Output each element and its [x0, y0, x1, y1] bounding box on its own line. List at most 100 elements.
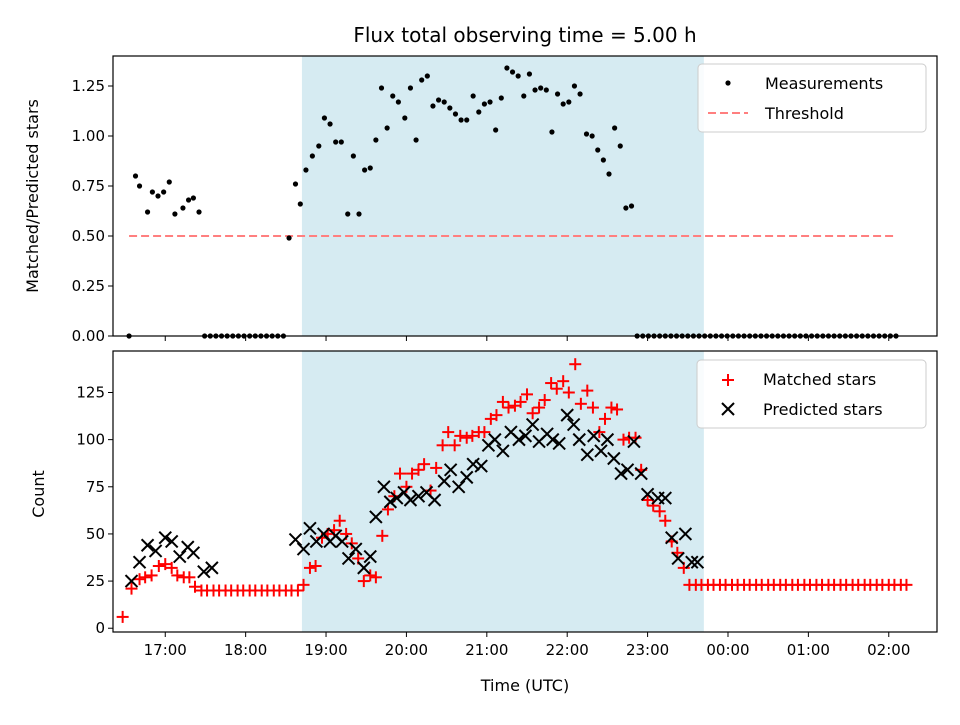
- matched-star-point: [412, 463, 425, 476]
- predicted-star-point: [437, 474, 451, 488]
- predicted-star-point: [607, 451, 621, 466]
- predicted-star-point: [363, 549, 377, 564]
- y-tick-label: 0.75: [72, 177, 105, 195]
- predicted-stars-series: [124, 408, 705, 588]
- predicted-star-point: [665, 530, 679, 545]
- measurement-point: [373, 137, 379, 143]
- matched-star-point: [900, 578, 913, 591]
- measurement-point: [560, 101, 566, 107]
- matched-star-point: [538, 394, 551, 407]
- x-tick-label: 22:00: [546, 641, 589, 659]
- matched-star-point: [454, 429, 467, 442]
- matched-star-point: [641, 493, 654, 506]
- measurement-point: [566, 99, 572, 105]
- ratio-y-axis-label: Matched/Predicted stars: [23, 99, 42, 293]
- predicted-star-point: [427, 493, 442, 507]
- predicted-star-point: [474, 459, 488, 473]
- matched-star-point: [345, 537, 358, 550]
- measurement-point: [362, 167, 368, 173]
- predicted-star-point: [186, 546, 201, 560]
- matched-star-point: [183, 571, 196, 584]
- predicted-star-point: [525, 417, 540, 432]
- measurement-points: [126, 65, 899, 339]
- count-legend: Matched stars Predicted stars: [696, 359, 927, 429]
- predicted-star-point: [383, 495, 398, 509]
- measurement-point: [487, 99, 493, 105]
- measurement-point: [452, 111, 459, 117]
- legend-label-predicted: Predicted stars: [763, 400, 883, 419]
- measurement-point: [532, 87, 538, 93]
- legend-marker-measurements: [725, 80, 731, 86]
- measurement-point: [515, 73, 521, 79]
- measurement-point: [430, 103, 436, 109]
- matched-star-point: [496, 395, 509, 408]
- measurement-point: [470, 93, 476, 99]
- matched-star-point: [526, 407, 539, 420]
- predicted-star-point: [335, 534, 349, 549]
- matched-star-point: [550, 382, 563, 395]
- matched-star-point: [611, 403, 624, 416]
- predicted-star-point: [488, 432, 502, 447]
- matched-star-point: [442, 426, 455, 439]
- y-tick-label: 1.25: [72, 77, 105, 95]
- matched-star-point: [562, 386, 575, 399]
- matched-star-point: [460, 431, 473, 444]
- matched-star-point: [448, 439, 461, 452]
- ratio-legend-box: [697, 63, 927, 133]
- y-tick-label: 0.00: [72, 327, 105, 345]
- x-tick-label: 18:00: [224, 641, 267, 659]
- measurement-point: [149, 189, 155, 195]
- measurement-point: [172, 211, 178, 217]
- legend-marker-matched: [722, 374, 734, 386]
- matched-star-point: [593, 426, 606, 439]
- matched-star-point: [490, 409, 503, 422]
- measurement-point: [571, 83, 578, 89]
- predicted-star-point: [303, 521, 317, 535]
- predicted-star-point: [377, 480, 391, 494]
- predicted-star-point: [443, 463, 458, 477]
- measurement-point: [543, 87, 549, 93]
- predicted-star-point: [690, 555, 705, 569]
- measurement-point: [350, 153, 356, 159]
- measurement-point: [407, 85, 414, 91]
- matched-star-point: [533, 401, 546, 414]
- measurement-point: [617, 143, 623, 149]
- predicted-star-point: [369, 510, 383, 524]
- measurement-point: [538, 85, 544, 91]
- matched-star-point: [617, 433, 630, 446]
- predicted-star-point: [627, 434, 641, 449]
- measurement-point: [577, 91, 583, 97]
- x-tick-label: 21:00: [465, 641, 508, 659]
- predicted-star-point: [341, 551, 356, 566]
- count-y-axis: 0 25 50 75 100 125: [76, 383, 113, 637]
- matched-star-point: [430, 461, 443, 474]
- measurement-point: [612, 125, 618, 131]
- measurement-point: [600, 157, 606, 163]
- matched-star-point: [152, 559, 165, 572]
- predicted-star-point: [390, 491, 404, 505]
- count-axes-frame: [112, 350, 938, 633]
- measurement-point: [309, 153, 315, 159]
- matched-star-point: [598, 412, 611, 425]
- measurement-point: [628, 203, 635, 209]
- measurement-point: [316, 143, 322, 149]
- measurement-point: [333, 139, 339, 145]
- measurement-point: [526, 71, 533, 77]
- x-tick-label: 01:00: [787, 641, 830, 659]
- matched-star-point: [393, 467, 406, 480]
- count-panel: 0 25 50 75 100 125 17:00 18:00 19:00 20:00 21:00 2…: [29, 350, 938, 695]
- predicted-star-point: [546, 432, 560, 447]
- measurement-point: [509, 69, 516, 75]
- predicted-star-point: [614, 466, 628, 481]
- measurement-point: [606, 171, 612, 177]
- y-tick-label: 75: [86, 478, 105, 496]
- matched-star-point: [406, 467, 419, 480]
- predicted-star-point: [685, 555, 699, 569]
- y-tick-label: 125: [76, 383, 105, 401]
- measurement-point: [345, 211, 351, 217]
- matched-star-point: [303, 561, 316, 574]
- measurement-point: [180, 205, 186, 211]
- matched-star-point: [333, 514, 346, 527]
- predicted-star-point: [403, 493, 418, 507]
